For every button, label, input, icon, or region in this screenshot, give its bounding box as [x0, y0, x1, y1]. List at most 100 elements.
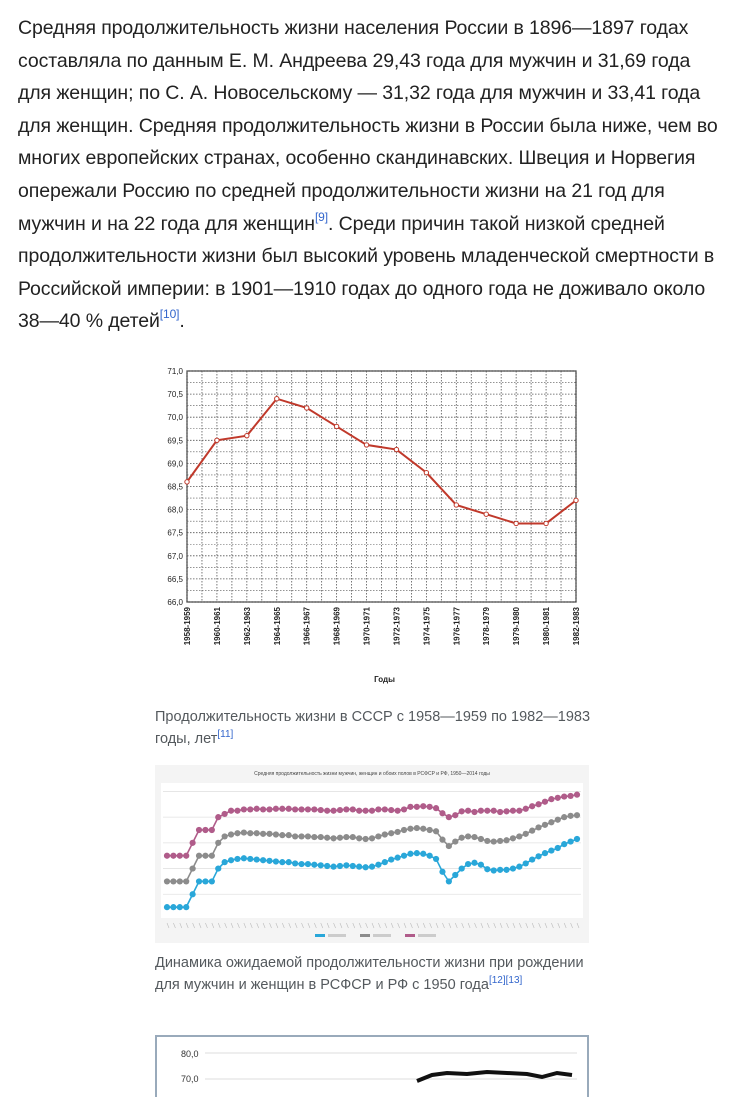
reference-link-9[interactable]: [9]: [314, 209, 328, 224]
chart3-tick-label: 80,0: [181, 1049, 199, 1059]
paragraph-text-3: .: [179, 310, 185, 333]
ussr-life-expectancy-chart[interactable]: 66,0 66,5 67,0 67,5 68,0 68,5 69,0 69,5 70,0 70,5…: [155, 362, 595, 692]
data-point: [497, 808, 504, 816]
data-point: [516, 833, 523, 840]
data-point: [189, 839, 196, 846]
reference-link-10[interactable]: [10]: [159, 307, 180, 322]
chart3-series-line: [416, 1069, 573, 1083]
data-point: [356, 807, 363, 814]
data-point: [202, 852, 209, 859]
data-point: [522, 805, 529, 812]
data-point: [368, 807, 376, 814]
data-point: [490, 867, 497, 874]
data-point: [541, 850, 549, 857]
x-axis-label: Годы: [374, 675, 395, 684]
x-tick-mark: [198, 922, 202, 929]
x-tick-label: 1972-1973: [392, 606, 401, 645]
x-tick-mark: [250, 922, 253, 929]
data-point: [535, 853, 542, 860]
data-point: [554, 844, 561, 852]
x-tick-mark: [467, 922, 471, 929]
data-point: [394, 807, 401, 814]
data-point: [298, 806, 305, 813]
x-tick-mark: [333, 922, 336, 929]
data-point: [529, 827, 536, 834]
reference-link-12-13[interactable]: [12][13]: [488, 975, 523, 986]
data-point: [400, 806, 408, 813]
legend-swatch: [315, 934, 325, 937]
data-point: [343, 862, 350, 869]
data-point: [548, 796, 555, 803]
data-point: [423, 469, 430, 476]
data-point: [163, 904, 171, 911]
data-point: [304, 833, 312, 840]
data-point: [484, 837, 491, 845]
x-tick-mark: [371, 922, 375, 929]
data-point: [176, 878, 183, 885]
figure2-caption: Динамика ожидаемой продолжительности жиз…: [155, 952, 595, 996]
chart-title: Средняя продолжительность жизни мужчин, …: [254, 771, 490, 777]
data-point: [509, 835, 517, 842]
x-tick-label: 1968-1969: [333, 606, 342, 645]
data-point: [490, 838, 497, 845]
data-point: [279, 859, 286, 866]
data-point: [368, 863, 376, 870]
x-tick-mark: [179, 922, 183, 929]
data-point: [336, 862, 344, 870]
x-tick-label: 1966-1967: [303, 606, 312, 645]
legend-text-placeholder: [418, 934, 436, 937]
data-point: [388, 856, 395, 863]
x-tick-mark: [397, 922, 400, 929]
data-point: [247, 855, 254, 863]
data-point: [490, 807, 497, 814]
reference-link-11[interactable]: [11]: [217, 729, 234, 740]
legend-text-placeholder: [373, 934, 391, 937]
x-tick-mark: [339, 922, 343, 929]
x-tick-mark: [570, 922, 573, 929]
data-point: [272, 858, 280, 865]
x-tick-mark: [262, 922, 266, 929]
data-point: [247, 830, 254, 837]
data-point: [477, 835, 485, 843]
data-point: [561, 814, 568, 821]
data-point: [362, 807, 369, 814]
data-point: [330, 807, 337, 814]
data-point: [445, 842, 452, 850]
x-tick-mark: [384, 922, 388, 929]
data-point: [311, 861, 318, 868]
data-point: [349, 862, 356, 870]
x-tick-mark: [185, 922, 189, 929]
data-point: [426, 852, 433, 859]
x-tick-mark: [461, 922, 464, 929]
data-point: [183, 904, 190, 911]
rsfsr-life-expectancy-chart[interactable]: Средняя продолжительность жизни мужчин, …: [155, 765, 589, 943]
data-point: [561, 841, 568, 848]
life-expectancy-chart-3[interactable]: 80,0 70,0: [155, 1035, 589, 1097]
x-tick-mark: [410, 922, 413, 929]
data-point: [234, 830, 241, 837]
y-tick-label: 68,5: [167, 483, 183, 492]
data-point: [221, 833, 228, 840]
x-tick-mark: [358, 922, 362, 929]
y-tick-label: 69,5: [167, 436, 183, 445]
data-point: [439, 810, 446, 817]
data-point: [274, 396, 280, 402]
x-tick-mark: [563, 922, 567, 929]
data-point: [407, 825, 414, 832]
data-point: [170, 878, 177, 885]
data-point: [529, 856, 536, 863]
x-tick-mark: [211, 922, 215, 929]
y-tick-label: 67,0: [167, 552, 183, 561]
x-tick-label: 1979-1980: [512, 606, 521, 645]
data-point: [184, 479, 190, 485]
data-point: [349, 806, 356, 813]
data-point: [573, 835, 581, 843]
data-point: [509, 807, 517, 814]
data-point: [240, 829, 247, 836]
data-point: [259, 806, 267, 813]
data-point: [253, 805, 260, 812]
x-tick-label: 1964-1965: [273, 606, 282, 645]
data-point: [503, 866, 510, 873]
data-point: [458, 865, 465, 872]
data-point: [426, 826, 433, 834]
